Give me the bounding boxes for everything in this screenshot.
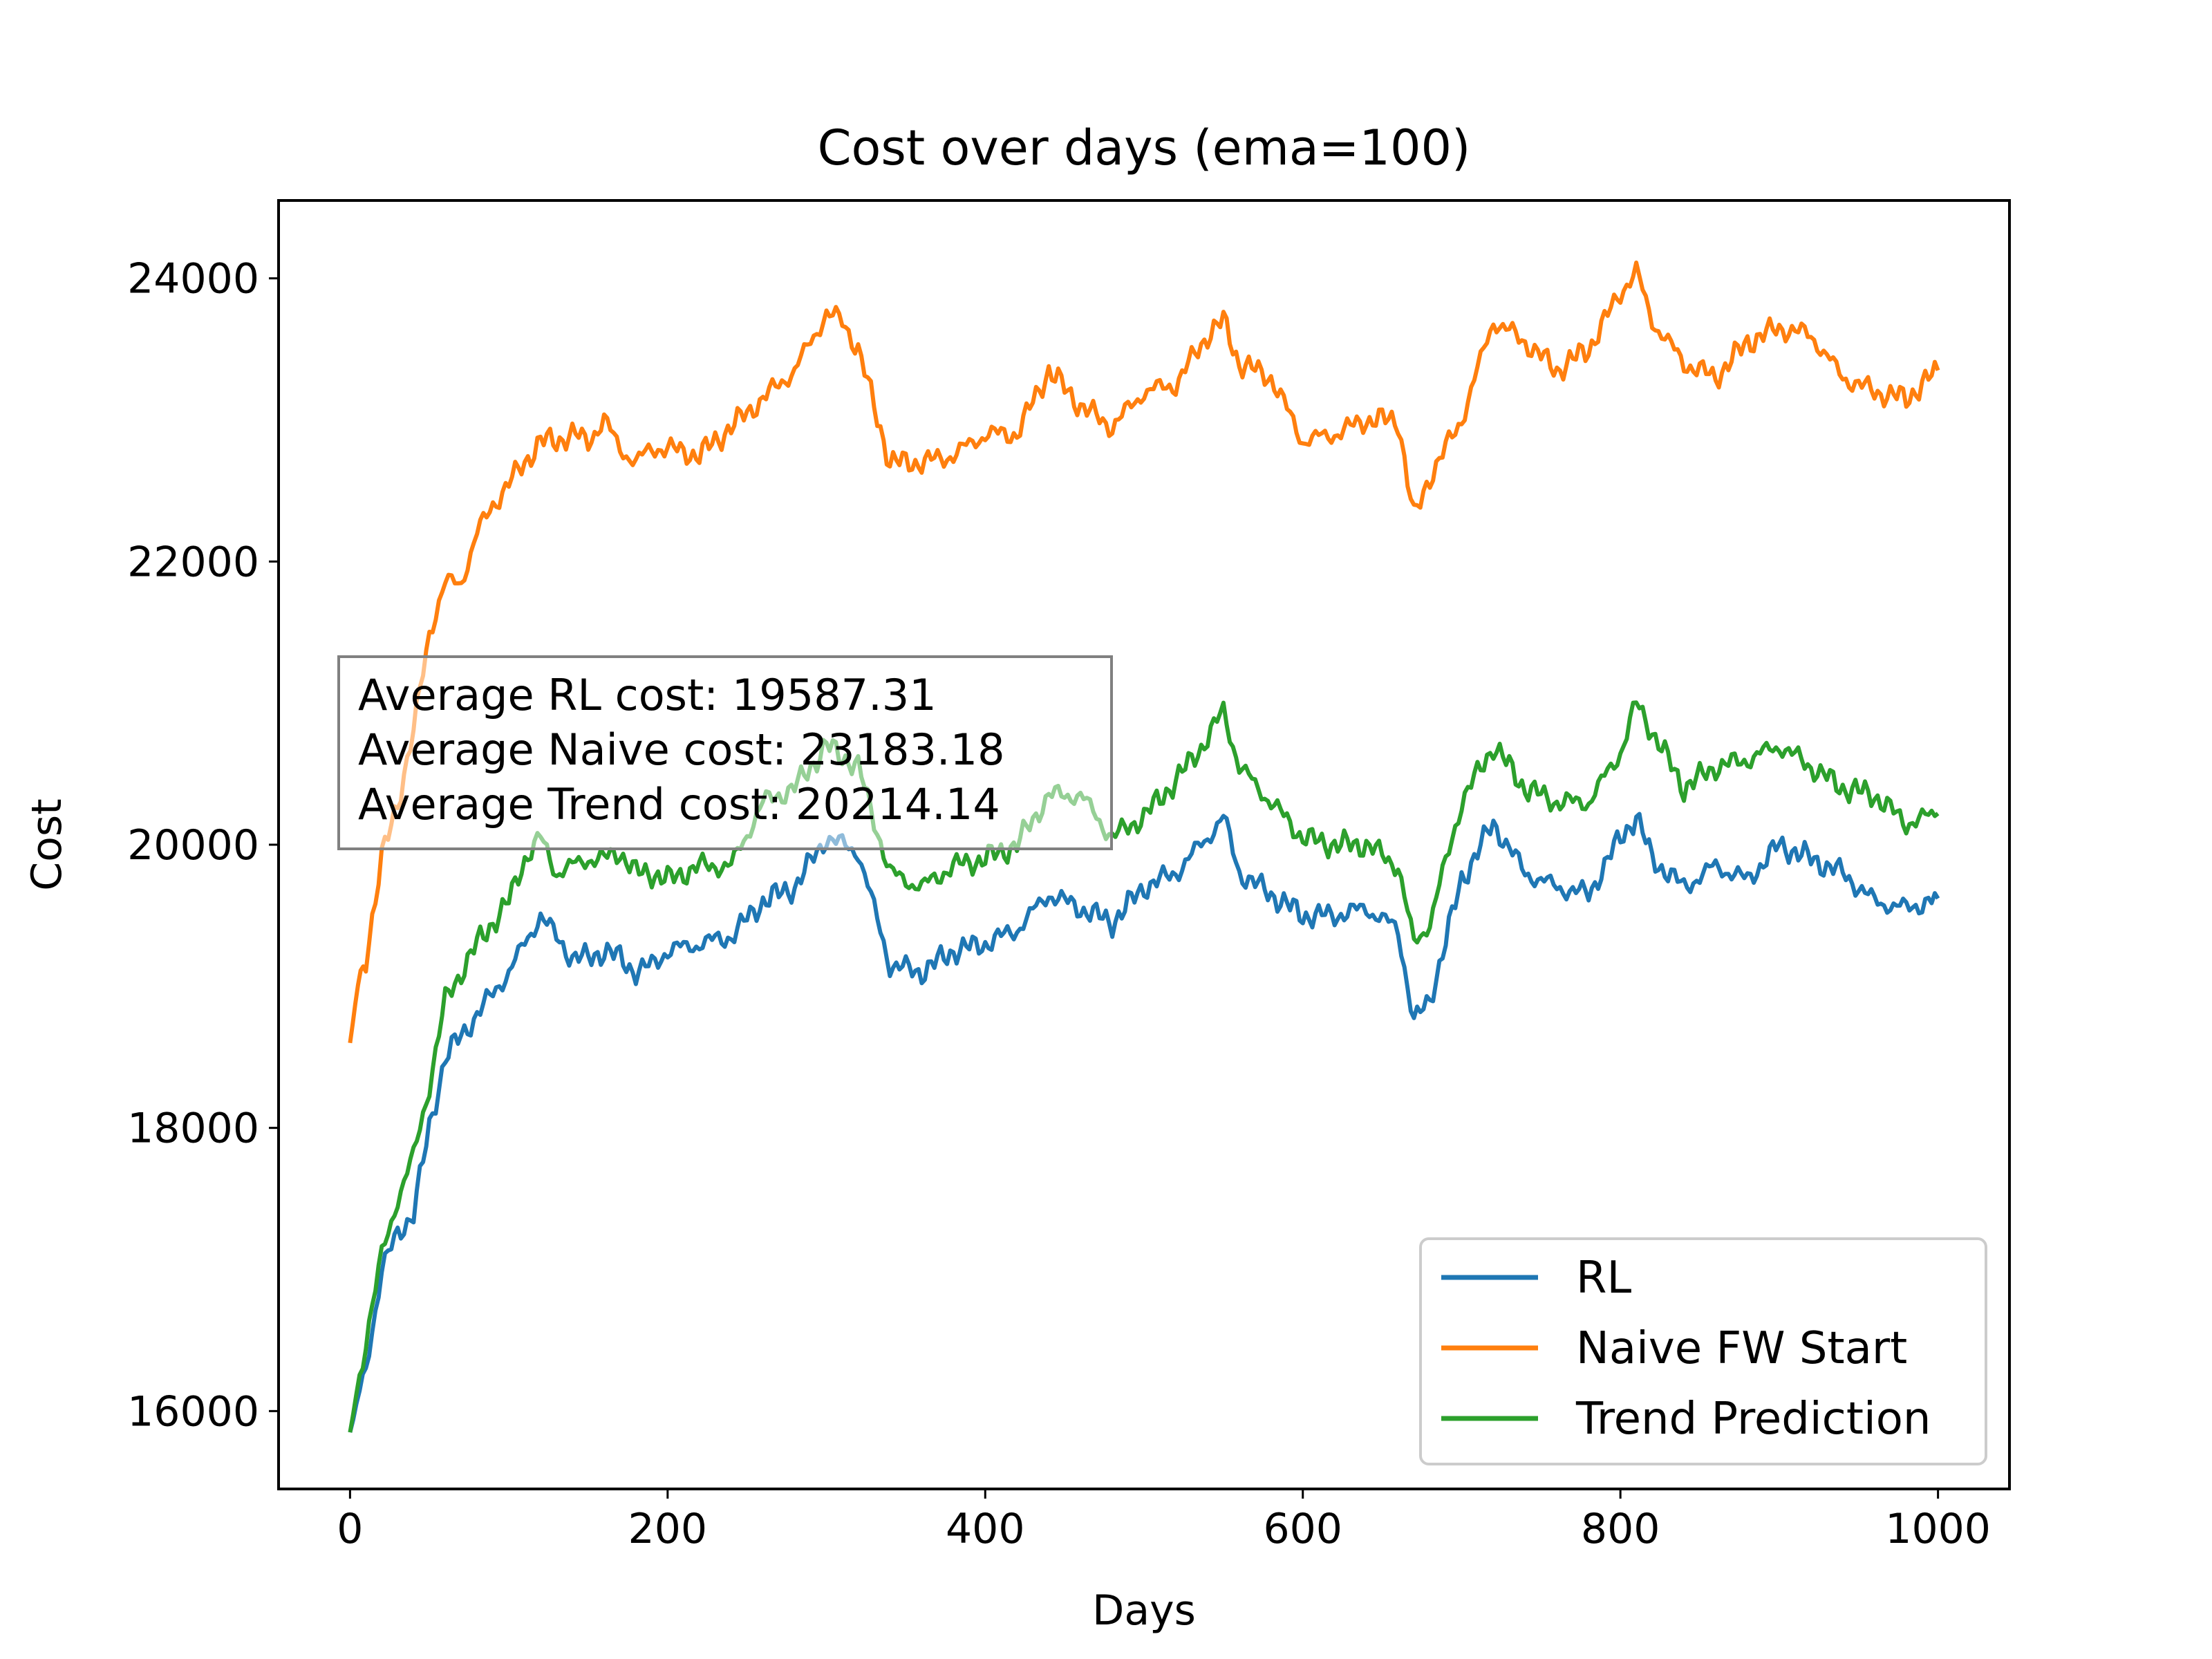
y-axis-ticks: 16000 18000 20000 22000 24000 [127,255,279,1436]
series-line-rl [348,812,1940,1433]
chart-title: Cost over days (ema=100) [818,120,1471,176]
y-tick-label: 20000 [127,821,259,870]
y-tick-label: 18000 [127,1105,259,1153]
x-tick-label: 800 [1581,1505,1660,1553]
x-axis-ticks: 0 200 400 600 800 1000 [337,1489,1991,1553]
annotation-naive-average: Average Naive cost: 23183.18 [358,724,1005,775]
legend: RL Naive FW Start Trend Prediction [1419,1237,1987,1465]
annotation-trend-average: Average Trend cost: 20214.14 [358,779,1000,830]
x-tick-label: 200 [628,1505,708,1553]
y-tick-label: 24000 [127,255,259,303]
series-line-trend-prediction [348,700,1940,1433]
x-tick-label: 1000 [1885,1505,1991,1553]
annotation-rl-average: Average RL cost: 19587.31 [358,670,937,720]
legend-label-naive: Naive FW Start [1576,1323,1907,1374]
x-axis-label: Days [1092,1586,1196,1635]
stats-annotation-box: Average RL cost: 19587.31 Average Naive … [337,655,1113,850]
y-tick-label: 16000 [127,1387,259,1436]
x-tick-label: 600 [1263,1505,1342,1553]
legend-label-trend: Trend Prediction [1575,1394,1931,1445]
y-axis-label: Cost [23,798,71,890]
series-line-naive-fw-start [348,260,1940,1044]
series-layer [348,260,1940,1433]
x-tick-label: 0 [337,1505,363,1553]
y-tick-label: 22000 [127,538,259,586]
legend-label-rl: RL [1576,1253,1631,1304]
x-tick-label: 400 [946,1505,1025,1553]
